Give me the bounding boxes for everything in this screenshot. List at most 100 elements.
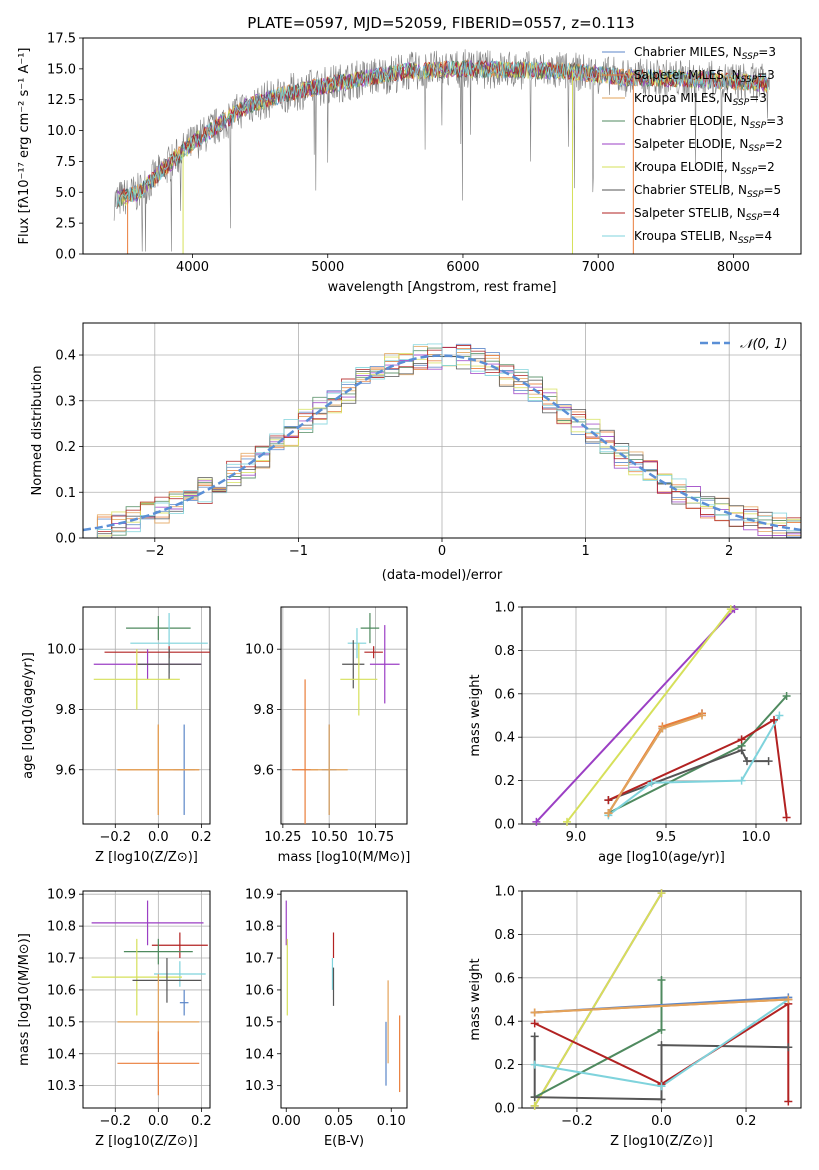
plot-area [91, 900, 208, 1096]
x-tick-label: −2 [145, 544, 164, 559]
errorbar-chabrier-stelib [342, 640, 365, 689]
errorbar-chabrier-stelib [132, 958, 202, 1003]
errorbar-salpeter-miles [117, 1031, 200, 1096]
weight-marker-chabrier-elodie [782, 691, 791, 700]
y-tick-label: 10.3 [47, 1079, 76, 1094]
y-tick-label: 0.0 [494, 818, 515, 833]
x-tick-label: 8000 [717, 260, 750, 275]
x-tick-label: 0.0 [148, 1114, 169, 1129]
spectrum-panel: 4000 5000 6000 7000 8000 0.0 2.5 5.0 7.5 10.0 12.5… [17, 32, 802, 295]
x-axis-label: Z [log10(Z/Z⊙)] [95, 1134, 198, 1149]
model-spectrum-salpeter-stelib [116, 59, 769, 209]
errorbar-kroupa-stelib [347, 628, 367, 659]
x-tick-label: 4000 [176, 260, 209, 275]
plot-area [113, 49, 770, 254]
x-axis-label: mass [log10(M/M⊙)] [278, 850, 411, 865]
x-tick-label: 6000 [446, 260, 479, 275]
y-tick-label: 10.0 [245, 643, 274, 658]
y-tick-label: 10.5 [47, 1015, 76, 1030]
y-tick-label: 10.6 [245, 983, 274, 998]
weight-marker-kroupa-miles [530, 1008, 539, 1017]
legend-entry-chabrier-miles: Chabrier MILES, NSSP=3 [634, 45, 776, 62]
y-tick-label: 0.4 [494, 731, 515, 746]
y-tick-label: 0.2 [55, 440, 76, 455]
errorbar-kroupa-miles [310, 724, 348, 815]
residual-histogram-panel: −2 −1 0 1 2 0.0 0.1 0.2 0.3 0.4 𝒩(0, 1) (data-model… [30, 322, 802, 583]
x-tick-label: 10.50 [311, 830, 348, 845]
weight-line-chabrier-stelib [608, 748, 769, 802]
x-tick-label: −1 [289, 544, 308, 559]
y-tick-label: 0.4 [55, 349, 76, 364]
weight-marker-salpeter-stelib [770, 715, 778, 724]
errorbar-chabrier-elodie [360, 613, 380, 644]
weight-marker-salpeter-stelib [530, 1019, 539, 1028]
errorbar-kroupa-miles [117, 724, 200, 815]
weight-marker-salpeter-elodie [532, 817, 541, 826]
legend-entry-salpeter-elodie: Salpeter ELODIE, NSSP=2 [634, 137, 783, 154]
y-tick-label: 15.0 [47, 62, 76, 77]
axes-frame [82, 37, 802, 255]
weight-marker-kroupa-stelib [530, 1060, 539, 1069]
legend-entry-kroupa-elodie: Kroupa ELODIE, NSSP=2 [634, 160, 775, 177]
errorbar-chabrier-elodie [123, 938, 193, 965]
errorbar-salpeter-elodie [91, 900, 204, 946]
legend-entry-salpeter-stelib: Salpeter STELIB, NSSP=4 [634, 206, 780, 223]
weight-marker-chabrier-stelib [764, 757, 773, 766]
axes-frame [280, 890, 408, 1109]
x-axis-label: wavelength [Angstrom, rest frame] [328, 280, 557, 295]
y-tick-label: 0.6 [494, 971, 515, 986]
mass-vs-ebv-panel: 0.00 0.05 0.10 10.3 10.4 10.5 10.6 10.7 10.8 10.9… [245, 888, 408, 1149]
plot-area [93, 613, 210, 815]
x-tick-label: −0.2 [99, 1114, 131, 1129]
y-tick-label: 2.5 [55, 217, 76, 232]
x-tick-label: 0 [438, 544, 446, 559]
errorbar-chabrier-elodie [126, 616, 191, 641]
weight-marker-kroupa-elodie [657, 889, 666, 898]
y-tick-label: 5.0 [55, 186, 76, 201]
x-tick-label: 7000 [582, 260, 615, 275]
plot-area [292, 613, 400, 824]
y-tick-label: 1.0 [494, 885, 515, 900]
x-tick-label: 1 [581, 544, 589, 559]
y-tick-label: 0.2 [494, 1058, 515, 1073]
weight-marker-kroupa-elodie [563, 817, 571, 826]
y-tick-label: 10.0 [47, 643, 76, 658]
y-tick-label: 0.2 [494, 774, 515, 789]
weight-line-kroupa-elodie [533, 892, 663, 1107]
axes-frame [82, 890, 211, 1109]
errorbar-chabrier-stelib [136, 649, 202, 680]
axes-frame [82, 322, 802, 539]
axes-frame [82, 606, 211, 825]
y-tick-label: 0.0 [55, 532, 76, 547]
x-tick-label: 9.5 [656, 830, 677, 845]
weight-marker-chabrier-elodie [657, 975, 666, 984]
plot-area [535, 608, 788, 823]
x-tick-label: 10.25 [264, 830, 301, 845]
y-tick-label: 10.3 [245, 1079, 274, 1094]
y-tick-label: 17.5 [47, 32, 76, 47]
y-tick-label: 0.3 [55, 394, 76, 409]
y-axis-label: mass [log10(M/M⊙)] [17, 933, 32, 1066]
x-axis-label: age [log10(age/yr)] [598, 850, 725, 865]
figure-title: PLATE=0597, MJD=52059, FIBERID=0557, z=0… [247, 14, 634, 32]
weight-marker-chabrier-stelib [530, 1032, 539, 1041]
weight-marker-kroupa-miles [604, 809, 613, 818]
weight-marker-chabrier-elodie [657, 1025, 666, 1034]
y-tick-label: 10.0 [47, 124, 76, 139]
weight-marker-salpeter-stelib [784, 1097, 793, 1106]
weight-marker-kroupa-miles [784, 995, 793, 1004]
x-axis-label: E(B-V) [324, 1134, 364, 1149]
x-tick-label: 0.00 [272, 1114, 301, 1129]
legend-entry-chabrier-elodie: Chabrier ELODIE, NSSP=3 [634, 114, 784, 131]
y-tick-label: 10.4 [47, 1047, 76, 1062]
weight-marker-chabrier-stelib [784, 1043, 793, 1052]
errorbar-kroupa-elodie [340, 643, 378, 716]
legend-entry-kroupa-miles: Kroupa MILES, NSSP=3 [634, 91, 767, 108]
weight-line-kroupa-miles [534, 998, 789, 1014]
y-tick-label: 10.9 [47, 888, 76, 903]
x-tick-label: 5000 [311, 260, 344, 275]
plot-area [83, 343, 801, 538]
y-tick-label: 0.6 [494, 687, 515, 702]
x-tick-label: −0.2 [561, 1114, 593, 1129]
